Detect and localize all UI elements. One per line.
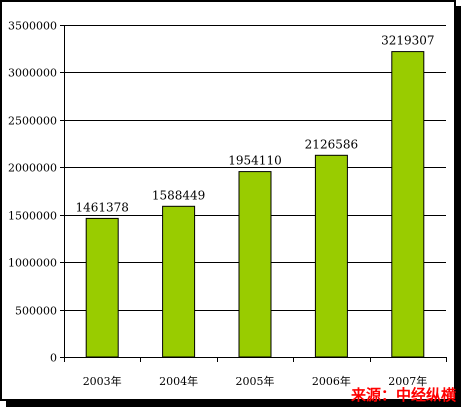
source-label: 来源：中经纵横	[350, 386, 457, 404]
y-tick-label: 3500000	[8, 20, 57, 33]
y-tick-label: 500000	[15, 305, 57, 318]
chart-frame	[0, 0, 456, 401]
y-tick-label: 2000000	[8, 162, 57, 175]
bar	[238, 171, 272, 358]
x-tick-label: 2007年	[388, 374, 427, 388]
x-tick-label: 2003年	[83, 374, 122, 388]
bar	[314, 154, 348, 358]
x-tick-label: 2006年	[312, 374, 351, 388]
data-label: 3219307	[381, 34, 434, 48]
bar	[162, 205, 196, 358]
data-label: 1588449	[152, 188, 205, 202]
y-tick-label: 0	[50, 352, 57, 365]
axes	[64, 25, 447, 362]
data-labels: 1461378 1588449 1954110 2126586 3219307	[75, 34, 434, 215]
x-tick-label: 2005年	[236, 374, 275, 388]
bar	[391, 51, 425, 358]
y-tick-label: 3000000	[8, 67, 57, 80]
bar	[85, 217, 119, 358]
bars	[85, 51, 425, 358]
data-label: 1461378	[75, 200, 128, 214]
y-tick-label: 1000000	[8, 257, 57, 270]
y-tick-label: 2500000	[8, 115, 57, 128]
y-tick-labels: 0 500000 1000000 1500000 2000000 2500000 30000…	[8, 20, 57, 365]
x-tick-labels: 2003年 2004年 2005年 2006年 2007年	[83, 374, 428, 388]
data-label: 2126586	[305, 137, 358, 151]
y-tick-label: 1500000	[8, 210, 57, 223]
data-label: 1954110	[228, 154, 281, 168]
x-tick-label: 2004年	[159, 374, 198, 388]
